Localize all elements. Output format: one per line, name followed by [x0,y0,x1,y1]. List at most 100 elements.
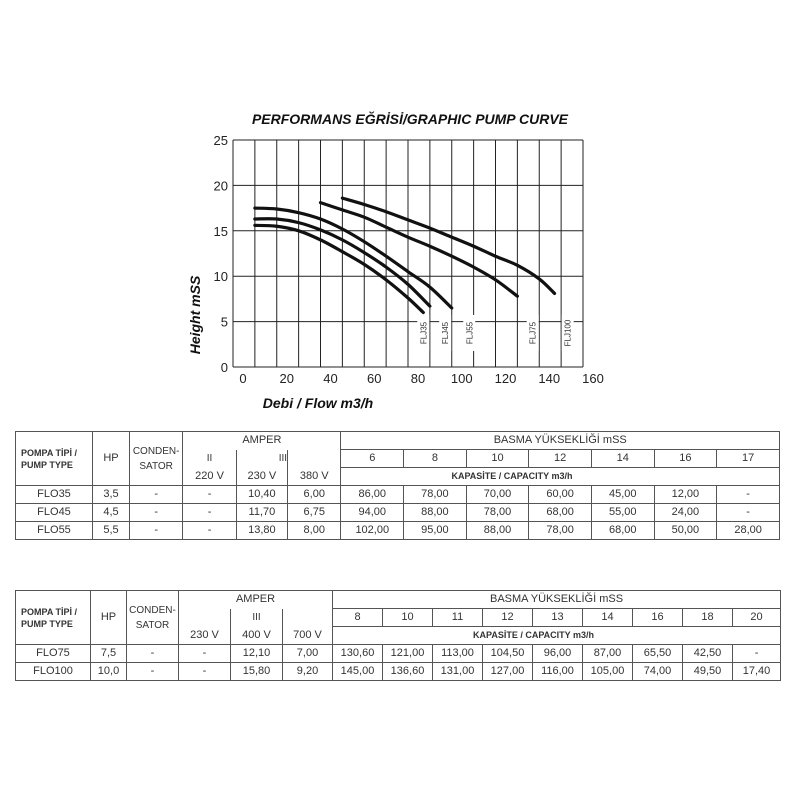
capacity-cell: 136,60 [382,662,433,681]
x-tick-label: 160 [582,371,604,386]
chart-grid [232,139,584,368]
capacity-cell: 78,00 [403,485,467,504]
curve-label-box [463,315,476,351]
height2-10: 10 [382,608,433,627]
amper-380-cell: 6,75 [287,503,342,522]
height2-11: 11 [432,608,483,627]
pump-table-2: POMPA TİPİ / PUMP TYPE HP CONDEN- SATOR AM… [15,590,782,681]
y-tick-label: 10 [214,269,228,284]
y-axis-label: Height mSS [187,275,203,354]
voltage-230: 230 V [235,467,289,486]
table-row: FLO100 10,0- -15,80 9,20 145,00 136,60 131,00 1… [15,662,782,681]
capacity-cell: 88,00 [403,503,467,522]
amper-220-cell: - [182,485,237,504]
height2-16: 16 [632,608,683,627]
height-12: 12 [528,449,592,468]
x-axis-label: Debi / Flow m3/h [263,395,373,411]
capacity-cell: 94,00 [340,503,405,522]
curve-label-box [417,315,430,351]
amper-230-cell: 11,70 [235,503,289,522]
height2-20: 20 [731,608,782,627]
amper-230-cell: 10,40 [235,485,289,504]
series-line-flj45 [253,217,432,308]
pump-type-header: POMPA TİPİ / PUMP TYPE [15,431,93,486]
capacity-cell: 130,60 [332,644,383,663]
height-16: 16 [653,449,718,468]
series-line-flj35 [253,223,425,315]
hp-cell: 3,5 [92,485,130,504]
x-tick-label: 40 [323,371,337,386]
series-line-flj100 [340,196,557,296]
capacity-cell: - [716,485,780,504]
series-line-flj55 [253,206,454,310]
table-2-body: FLO75 7,5- -12,10 7,00 130,60 121,00 113,00 104… [15,644,782,681]
curve-label: FLJ45 [441,321,450,344]
capacity-cell: 145,00 [332,662,383,681]
y-axis-ticks: 0 5 10 15 20 25 [214,133,228,375]
pump-type-cell: FLO100 [15,662,91,681]
hp-cell: 10,0 [90,662,127,681]
curve-label: FLJ100 [564,319,573,346]
curve-label: FLJ75 [529,321,538,344]
capacity-cell: 104,50 [482,644,533,663]
x-tick-label: 20 [280,371,294,386]
series-line-flj75 [318,201,519,298]
curve-label-box [439,315,452,351]
capacity-cell: 95,00 [403,521,467,540]
capacity-cell: 127,00 [482,662,533,681]
condensator-header-2: CONDEN- SATOR [126,590,179,645]
capacity-cell: 78,00 [528,521,592,540]
capacity-cell: 24,00 [653,503,718,522]
phase-spacer-a [178,608,231,627]
amper-header-2: AMPER [178,590,333,609]
table-row: FLO75 7,5- -12,10 7,00 130,60 121,00 113,00 104… [15,644,782,663]
height2-12: 12 [482,608,533,627]
amper-header: AMPER [182,431,342,450]
condensator-header: CONDEN- SATOR [128,431,184,486]
curve-label: FLJ55 [465,321,474,344]
amper-400-cell: 12,10 [230,644,283,663]
curve-label-box [526,315,539,351]
height-6: 6 [340,449,405,468]
capacity-cell: 88,00 [465,521,530,540]
hp-cell: 7,5 [90,644,127,663]
pump-type-cell: FLO45 [15,503,93,522]
amper-400-cell: 15,80 [230,662,283,681]
y-tick-label: 5 [221,315,228,330]
amper-230-cell: - [178,662,231,681]
x-tick-label: 100 [451,371,473,386]
x-tick-label: 0 [239,371,246,386]
height2-18: 18 [682,608,733,627]
pump-type-cell: FLO55 [15,521,93,540]
capacity-cell: 131,00 [432,662,483,681]
height2-14: 14 [582,608,633,627]
curve-label-box [561,315,574,351]
capacity-label: KAPASİTE / CAPACITY m3/h [340,467,780,486]
voltage-380: 380 V [287,467,342,486]
voltage-220: 220 V [182,467,237,486]
height-14: 14 [590,449,655,468]
capacity-cell: 74,00 [632,662,683,681]
capacity-cell: 96,00 [532,644,583,663]
capacity-cell: - [731,644,782,663]
pump-type-cell: FLO35 [15,485,93,504]
x-axis-ticks: 0 20 40 60 80 100 120 140 160 [239,371,603,386]
table-row: FLO45 4,5- -11,70 6,75 94,00 88,00 78,00 68,00 5… [15,503,780,522]
capacity-label-2: KAPASİTE / CAPACITY m3/h [331,626,782,645]
y-tick-label: 25 [214,133,228,148]
phase-2-label: II [182,449,237,468]
amper-230-cell: - [178,644,231,663]
condensator-cell: - [128,485,184,504]
x-tick-label: 120 [495,371,517,386]
capacity-cell: 12,00 [653,485,718,504]
chart-series [253,196,557,315]
capacity-cell: 70,00 [465,485,530,504]
capacity-cell: 86,00 [340,485,405,504]
basma-header: BASMA YÜKSEKLİĞİ mSS [340,431,780,450]
capacity-cell: 105,00 [582,662,633,681]
amper-230-cell: 13,80 [235,521,289,540]
condensator-cell: - [128,503,184,522]
pump-table-1: POMPA TİPİ / PUMP TYPE HP CONDEN- SATOR AM… [15,431,780,540]
capacity-cell: 42,50 [682,644,733,663]
hp-header: HP [92,431,130,486]
